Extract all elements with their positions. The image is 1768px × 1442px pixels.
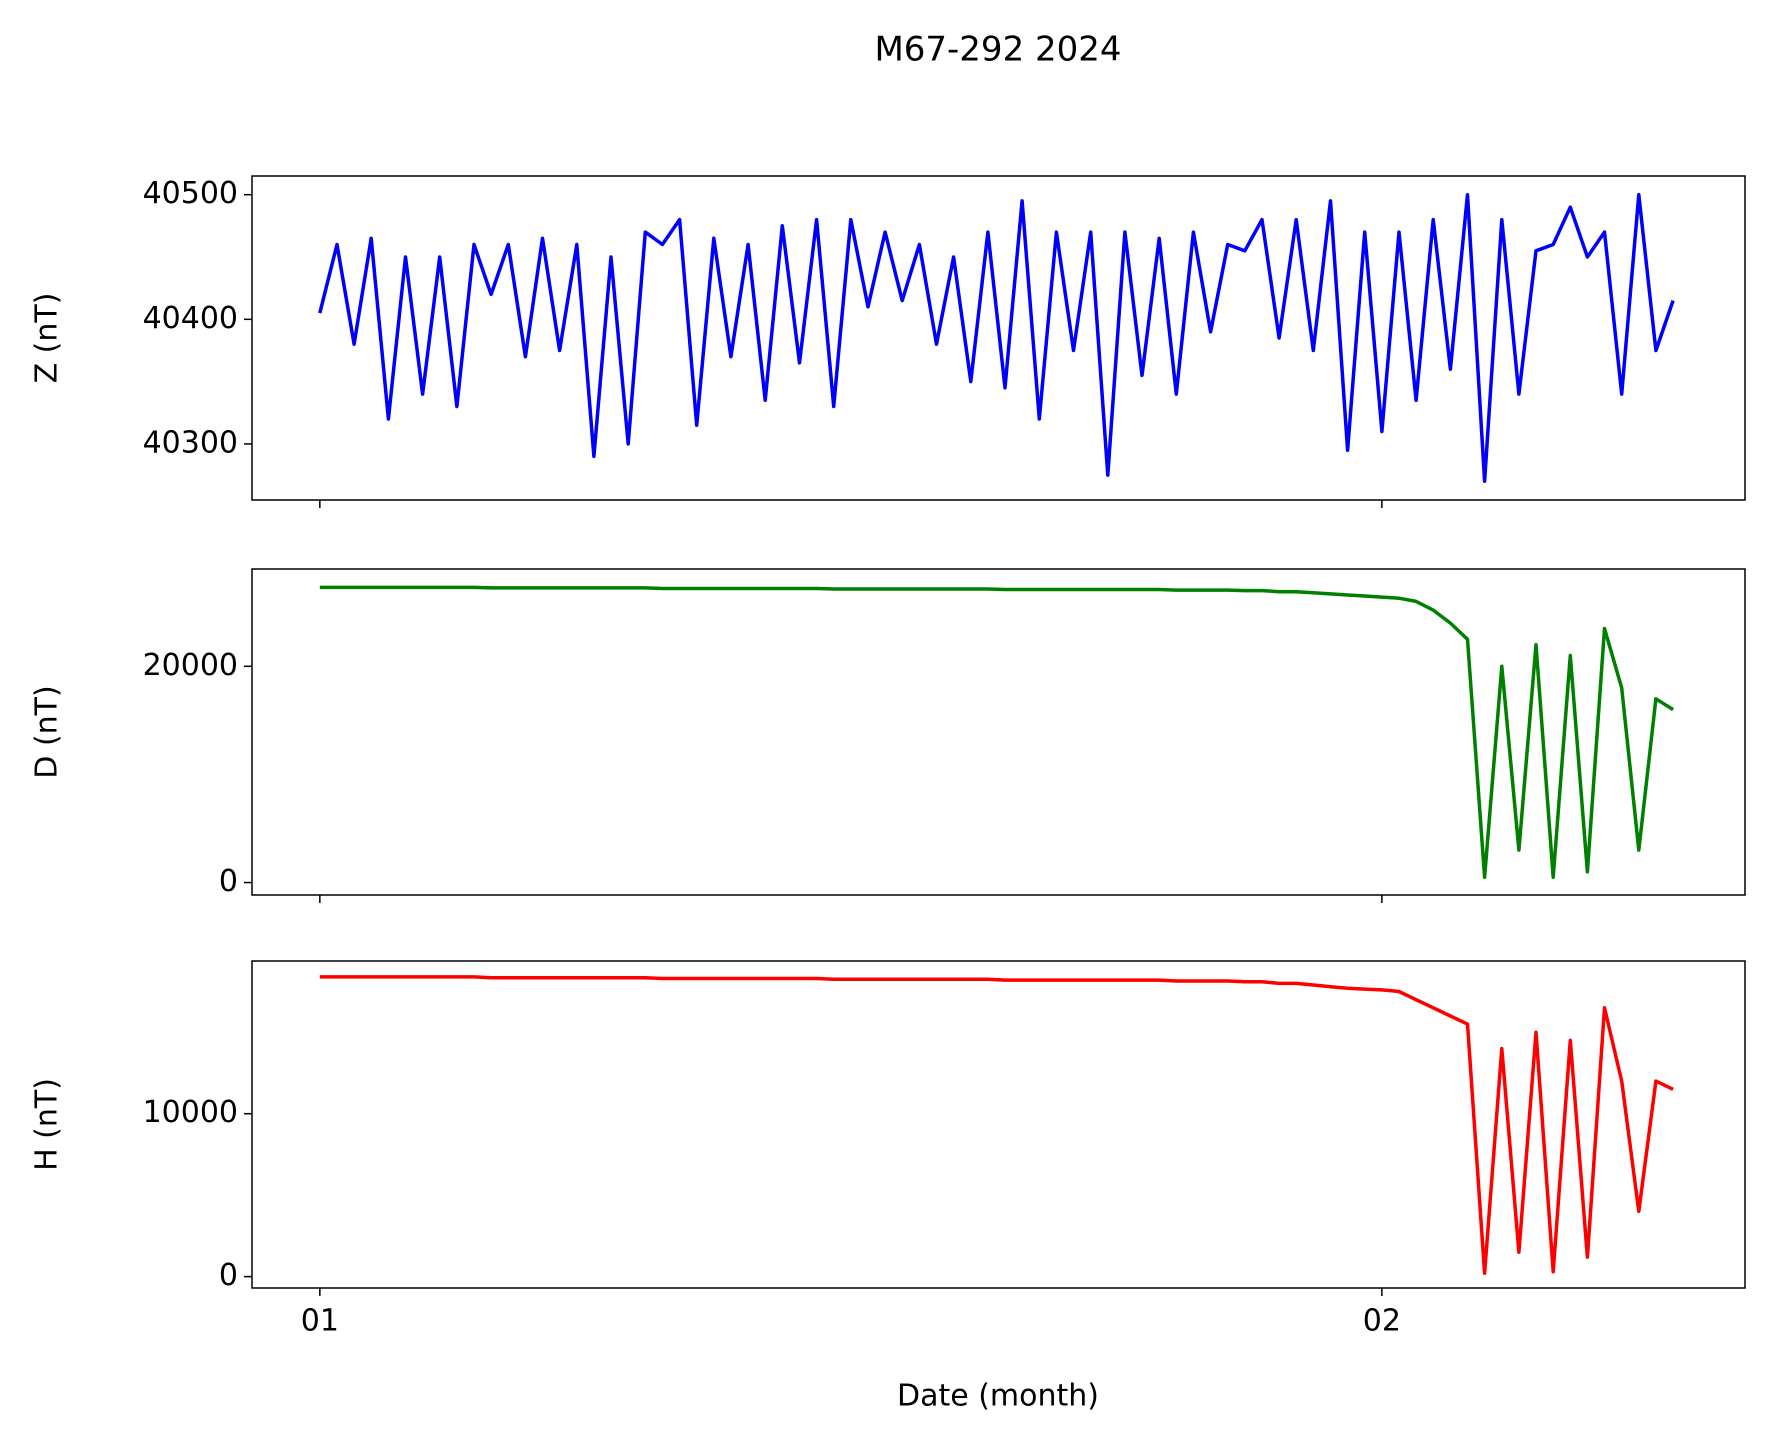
data-line: [319, 975, 1674, 1276]
axes-frame: [251, 175, 1746, 501]
y-axis-label: D (nT): [30, 685, 65, 778]
y-axis-label: Z (nT): [30, 293, 65, 384]
chart-title: M67-292 2024: [874, 30, 1121, 70]
y-tick-label: 0: [219, 864, 238, 899]
y-tick-label: 40300: [143, 425, 238, 460]
x-tick-label: 02: [1363, 1304, 1401, 1339]
data-line: [318, 192, 1675, 484]
axes-frame: [251, 960, 1746, 1289]
y-tick-label: 0: [219, 1258, 238, 1293]
y-tick-label: 40400: [143, 301, 238, 336]
y-tick-label: 40500: [143, 176, 238, 211]
axes-frame: [251, 568, 1746, 896]
y-tick-label: 20000: [143, 648, 238, 683]
x-axis-label: Date (month): [897, 1379, 1099, 1414]
data-line: [319, 585, 1675, 879]
y-tick-label: 10000: [143, 1095, 238, 1130]
y-axis-label: H (nT): [30, 1078, 65, 1171]
x-tick-label: 01: [301, 1304, 339, 1339]
